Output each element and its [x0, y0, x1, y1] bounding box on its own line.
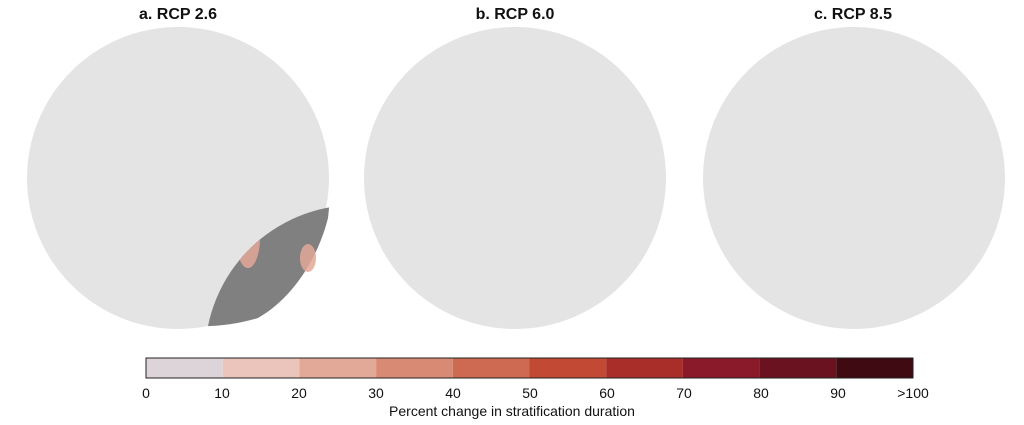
colorbar-segment: [299, 358, 377, 378]
colorbar-segment: [682, 358, 760, 378]
colorbar-tick-40: 40: [445, 385, 461, 401]
panel-title-b: b. RCP 6.0: [475, 6, 555, 23]
colorbar-segment: [452, 358, 530, 378]
globe-panel-c: [703, 27, 1005, 329]
panel-title-c: c. RCP 8.5: [814, 6, 892, 23]
colorbar-tick-80: 80: [753, 385, 769, 401]
panel-title-a: a. RCP 2.6: [139, 6, 217, 23]
colorbar-tick-20: 20: [291, 385, 307, 401]
change-patch: [300, 244, 316, 272]
colorbar-segment: [222, 358, 300, 378]
colorbar-frame: [145, 357, 914, 379]
colorbar-segment: [529, 358, 607, 378]
colorbar-label: Percent change in stratification duratio…: [389, 403, 635, 419]
globe-panel-a: [27, 27, 330, 329]
ocean-disc: [364, 27, 666, 329]
colorbar-tick-0: 0: [142, 385, 150, 401]
colorbar-tick-10: 10: [214, 385, 230, 401]
colorbar-tick-90: 90: [830, 385, 846, 401]
colorbar-segment: [836, 358, 913, 378]
globe-panel-b: [364, 27, 666, 329]
colorbar-segment: [376, 358, 453, 378]
colorbar-segment: [606, 358, 683, 378]
colorbar-tick-100: >100: [897, 385, 929, 401]
colorbar-segment: [759, 358, 837, 378]
colorbar-tick-60: 60: [599, 385, 615, 401]
colorbar-tick-30: 30: [368, 385, 384, 401]
colorbar-segment: [146, 358, 223, 378]
colorbar-tick-50: 50: [522, 385, 538, 401]
ocean-disc: [703, 27, 1005, 329]
colorbar-tick-70: 70: [676, 385, 692, 401]
colorbar: [145, 357, 914, 379]
